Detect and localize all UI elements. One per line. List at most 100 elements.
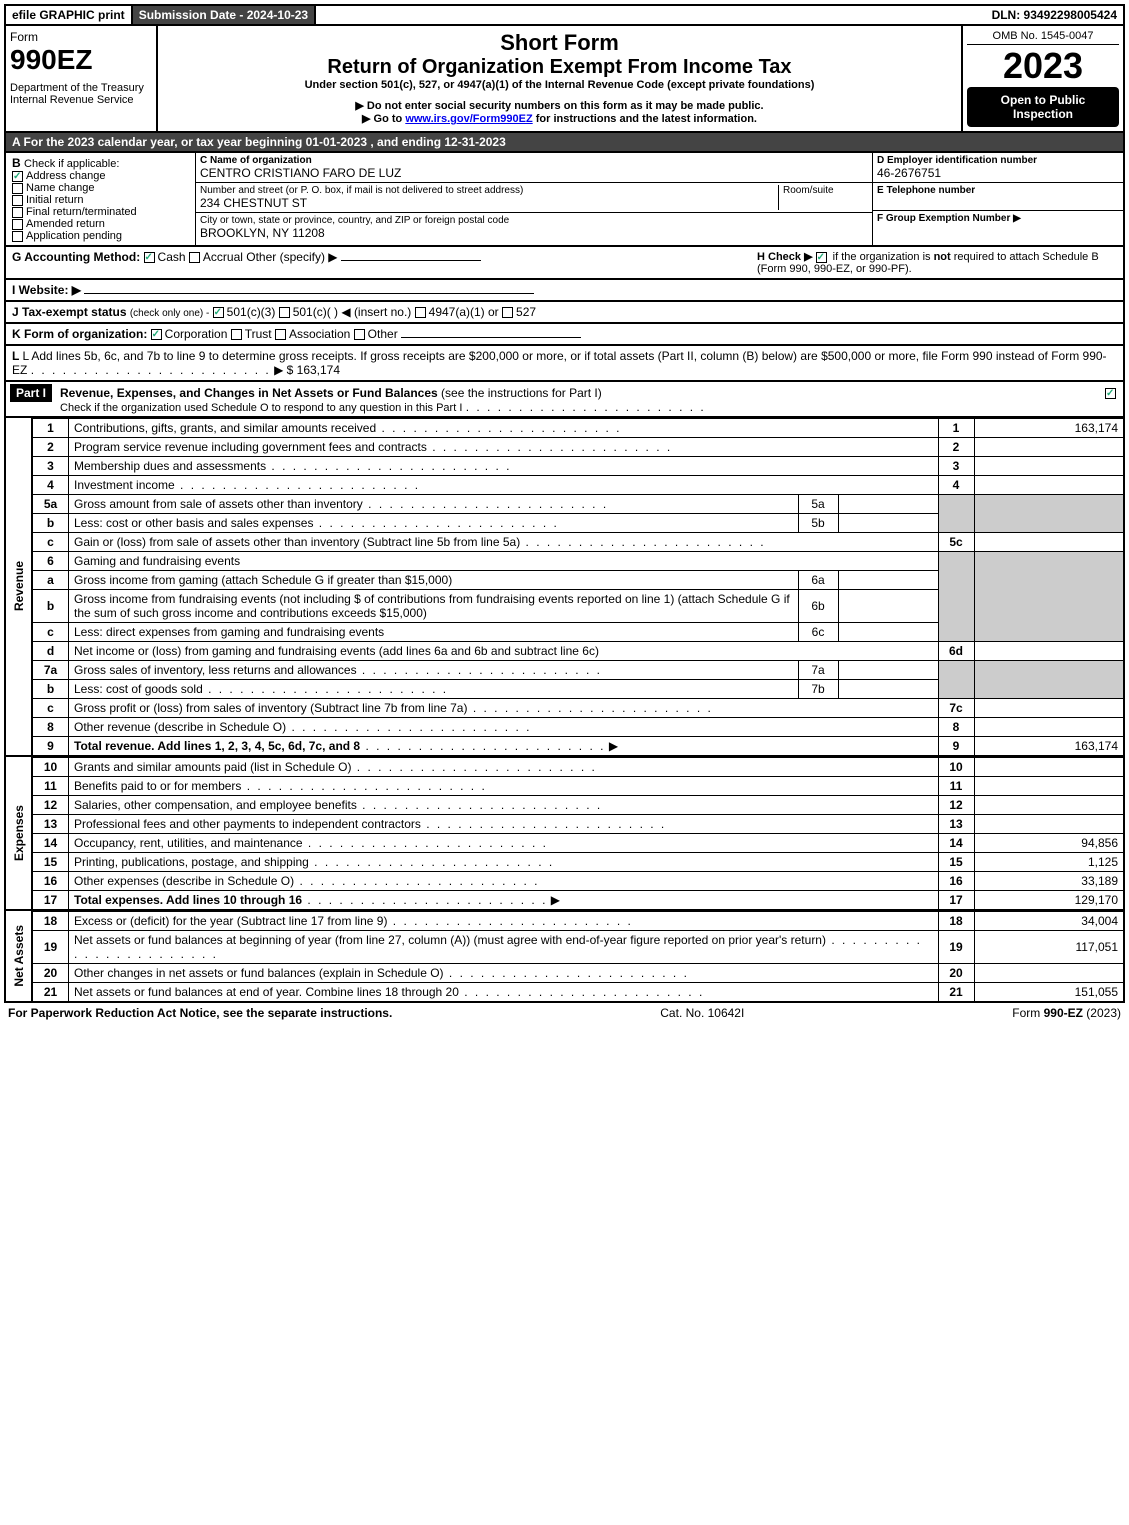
cb-4947[interactable]	[415, 307, 426, 318]
cb-527[interactable]	[502, 307, 513, 318]
line-9-amt: 163,174	[974, 737, 1124, 757]
line-5a-text: Gross amount from sale of assets other t…	[74, 497, 363, 511]
line-10-text: Grants and similar amounts paid (list in…	[74, 760, 351, 774]
line-2: 2Program service revenue including gover…	[33, 438, 1125, 457]
entity-block: B Check if applicable: Address change Na…	[4, 153, 1125, 247]
cb-501c[interactable]	[279, 307, 290, 318]
goto-line: ▶ Go to www.irs.gov/Form990EZ for instru…	[162, 112, 957, 125]
line-3: 3Membership dues and assessments3	[33, 457, 1125, 476]
c-addr-label: Number and street (or P. O. box, if mail…	[200, 185, 778, 196]
lbl-527: 527	[516, 305, 536, 319]
line-14-amt: 94,856	[974, 834, 1124, 853]
goto-link[interactable]: www.irs.gov/Form990EZ	[405, 113, 532, 125]
l-arrow: ▶ $	[274, 363, 293, 377]
cb-accrual[interactable]	[189, 252, 200, 263]
cb-assoc[interactable]	[275, 329, 286, 340]
cb-corp[interactable]	[151, 329, 162, 340]
line-15: 15Printing, publications, postage, and s…	[33, 853, 1125, 872]
line-4: 4Investment income4	[33, 476, 1125, 495]
line-9-text: Total revenue. Add lines 1, 2, 3, 4, 5c,…	[74, 739, 360, 753]
line-5b-sub: 5b	[798, 514, 838, 533]
top-bar: efile GRAPHIC print Submission Date - 20…	[4, 4, 1125, 26]
line-15-text: Printing, publications, postage, and shi…	[74, 855, 309, 869]
line-6d-text: Net income or (loss) from gaming and fun…	[69, 642, 939, 661]
cb-address-change[interactable]	[12, 171, 23, 182]
lbl-501c: 501(c)( ) ◀ (insert no.)	[293, 305, 412, 319]
page-footer: For Paperwork Reduction Act Notice, see …	[4, 1003, 1125, 1023]
line-8-text: Other revenue (describe in Schedule O)	[74, 720, 286, 734]
lbl-initial-return: Initial return	[26, 194, 83, 206]
cb-initial-return[interactable]	[12, 195, 23, 206]
line-6c-sub: 6c	[798, 623, 838, 642]
section-a: A For the 2023 calendar year, or tax yea…	[4, 133, 1125, 153]
line-20-text: Other changes in net assets or fund bala…	[74, 966, 444, 980]
org-name: CENTRO CRISTIANO FARO DE LUZ	[200, 166, 868, 180]
line-1-amt: 163,174	[974, 419, 1124, 438]
revenue-label: Revenue	[10, 559, 28, 613]
g-label: G Accounting Method:	[12, 250, 140, 264]
f-label: F Group Exemption Number ▶	[877, 213, 1119, 224]
lbl-other-method: Other (specify) ▶	[246, 250, 337, 264]
lbl-amended: Amended return	[26, 218, 105, 230]
line-6b-text: Gross income from fundraising events (no…	[69, 590, 799, 623]
lbl-address-change: Address change	[26, 170, 106, 182]
line-6a-text: Gross income from gaming (attach Schedul…	[69, 571, 799, 590]
efile-link[interactable]: efile GRAPHIC print	[6, 6, 133, 24]
other-org-input[interactable]	[401, 337, 581, 338]
line-16: 16Other expenses (describe in Schedule O…	[33, 872, 1125, 891]
lbl-pending: Application pending	[26, 230, 122, 242]
revenue-section: Revenue 1Contributions, gifts, grants, a…	[4, 418, 1125, 757]
k-label: K Form of organization:	[12, 327, 147, 341]
line-7b-text: Less: cost of goods sold	[74, 682, 203, 696]
lbl-corp: Corporation	[165, 327, 228, 341]
cb-other-org[interactable]	[354, 329, 365, 340]
warn-line: ▶ Do not enter social security numbers o…	[162, 99, 957, 112]
other-method-input[interactable]	[341, 260, 481, 261]
line-18-text: Excess or (deficit) for the year (Subtra…	[74, 914, 387, 928]
h-not: not	[934, 251, 951, 263]
cb-schedule-b[interactable]	[816, 252, 827, 263]
website-input[interactable]	[84, 293, 534, 294]
box-b: B Check if applicable: Address change Na…	[6, 153, 196, 245]
row-j: J Tax-exempt status (check only one) - 5…	[4, 302, 1125, 324]
line-17: 17Total expenses. Add lines 10 through 1…	[33, 891, 1125, 911]
line-6: 6Gaming and fundraising events	[33, 552, 1125, 571]
line-9: 9Total revenue. Add lines 1, 2, 3, 4, 5c…	[33, 737, 1125, 757]
line-17-arrow: ▶	[551, 893, 560, 907]
line-5b-text: Less: cost or other basis and sales expe…	[74, 516, 313, 530]
line-21-text: Net assets or fund balances at end of ye…	[74, 985, 459, 999]
netassets-label: Net Assets	[10, 923, 28, 989]
line-11: 11Benefits paid to or for members11	[33, 777, 1125, 796]
expenses-section: Expenses 10Grants and similar amounts pa…	[4, 757, 1125, 911]
line-19-text: Net assets or fund balances at beginning…	[74, 933, 826, 947]
cb-amended[interactable]	[12, 219, 23, 230]
line-6d: dNet income or (loss) from gaming and fu…	[33, 642, 1125, 661]
line-9-arrow: ▶	[609, 739, 618, 753]
part1-header: Part I Revenue, Expenses, and Changes in…	[4, 382, 1125, 418]
cb-final-return[interactable]	[12, 207, 23, 218]
row-l: L L Add lines 5b, 6c, and 7b to line 9 t…	[4, 346, 1125, 382]
submission-date: Submission Date - 2024-10-23	[133, 6, 316, 24]
l-dots	[31, 363, 271, 377]
expenses-label: Expenses	[10, 803, 28, 863]
cb-501c3[interactable]	[213, 307, 224, 318]
cb-name-change[interactable]	[12, 183, 23, 194]
line-1: 1Contributions, gifts, grants, and simil…	[33, 419, 1125, 438]
cb-trust[interactable]	[231, 329, 242, 340]
line-15-amt: 1,125	[974, 853, 1124, 872]
cb-cash[interactable]	[144, 252, 155, 263]
room-suite-label: Room/suite	[778, 185, 868, 210]
line-20: 20Other changes in net assets or fund ba…	[33, 964, 1125, 983]
line-7c-text: Gross profit or (loss) from sales of inv…	[74, 701, 467, 715]
lbl-assoc: Association	[289, 327, 350, 341]
line-13: 13Professional fees and other payments t…	[33, 815, 1125, 834]
part1-dots	[466, 400, 706, 414]
line-21: 21Net assets or fund balances at end of …	[33, 983, 1125, 1003]
cb-pending[interactable]	[12, 231, 23, 242]
line-17-amt: 129,170	[974, 891, 1124, 911]
line-5c-text: Gain or (loss) from sale of assets other…	[74, 535, 520, 549]
form-number: 990EZ	[10, 44, 152, 76]
line-2-amt	[974, 438, 1124, 457]
cb-schedule-o[interactable]	[1105, 388, 1116, 399]
line-14-text: Occupancy, rent, utilities, and maintena…	[74, 836, 303, 850]
